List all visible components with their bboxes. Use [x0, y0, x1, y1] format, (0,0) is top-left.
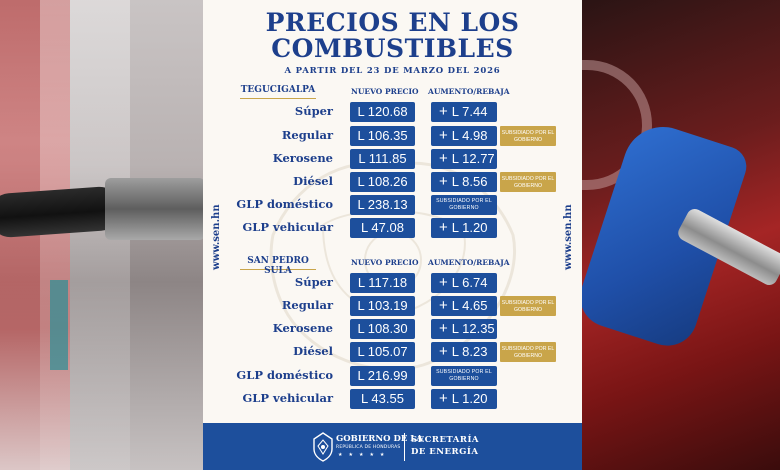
new-price: L 103.19 — [350, 296, 415, 316]
city-heading: SAN PEDRO SULA — [240, 256, 316, 276]
fuel-name: Diésel — [293, 344, 333, 358]
bg-teal-accent — [50, 280, 68, 370]
change-value: L 1.20 — [451, 220, 488, 235]
new-price: L 238.13 — [350, 195, 415, 215]
fuel-name: Regular — [281, 128, 333, 142]
price-row: Diésel L 108.26 + L 8.56 SUBSIDIADO POR E… — [203, 172, 582, 192]
fuel-price-poster: PRECIOS EN LOS COMBUSTIBLES A PARTIR DEL… — [203, 0, 582, 470]
price-row: Diésel L 105.07 + L 8.23 SUBSIDIADO POR E… — [203, 342, 582, 362]
change-value: L 4.98 — [451, 128, 488, 143]
coat-of-arms-icon — [313, 432, 333, 462]
effective-date: A PARTIR DEL 23 DE MARZO DEL 2026 — [284, 66, 501, 76]
price-change: + L 4.98 — [431, 126, 497, 146]
new-price: L 111.85 — [350, 149, 415, 169]
plus-sign: + — [439, 274, 448, 291]
change-value: L 8.23 — [451, 344, 488, 359]
price-change: + L 1.20 — [431, 389, 497, 409]
price-change: + L 8.56 — [431, 172, 497, 192]
plus-sign: + — [439, 390, 448, 407]
fuel-nozzle — [105, 178, 205, 240]
new-price: L 117.18 — [350, 273, 415, 293]
fuel-name: GLP vehicular — [242, 220, 333, 234]
fuel-name: GLP vehicular — [242, 391, 333, 405]
plus-sign: + — [439, 103, 448, 120]
price-row: GLP doméstico L 238.13 SUBSIDIADO POR EL… — [203, 195, 582, 215]
price-change: + L 8.23 — [431, 342, 497, 362]
fuel-name: GLP doméstico — [236, 368, 333, 382]
new-price: L 216.99 — [350, 366, 415, 386]
subsidy-notice: SUBSIDIADO POR EL GOBIERNO — [431, 195, 497, 215]
fuel-name: Súper — [294, 104, 333, 118]
fuel-name: GLP doméstico — [236, 197, 333, 211]
new-price: L 108.30 — [350, 319, 415, 339]
fuel-name: Kerosene — [272, 151, 333, 165]
subsidy-badge: SUBSIDIADO POR EL GOBIERNO — [500, 172, 556, 192]
price-row: Kerosene L 108.30 + L 12.35 — [203, 319, 582, 339]
city-heading: TEGUCIGALPA — [240, 85, 316, 99]
government-name: GOBIERNO DE LA — [336, 434, 423, 444]
price-row: Súper L 120.68 + L 7.44 — [203, 102, 582, 122]
page-title: PRECIOS EN LOS COMBUSTIBLES — [203, 10, 582, 62]
fuel-name: Kerosene — [272, 321, 333, 335]
price-change: + L 12.77 — [431, 149, 497, 169]
price-row: Súper L 117.18 + L 6.74 — [203, 273, 582, 293]
column-header-new-price: NUEVO PRECIO — [351, 87, 419, 96]
plus-sign: + — [439, 297, 448, 314]
subsidy-notice: SUBSIDIADO POR EL GOBIERNO — [431, 366, 497, 386]
change-value: L 4.65 — [451, 298, 488, 313]
footer-banner: GOBIERNO DE LA REPÚBLICA DE HONDURAS ★★★… — [203, 423, 582, 470]
new-price: L 120.68 — [350, 102, 415, 122]
fuel-hose — [0, 185, 122, 239]
column-header-change: AUMENTO/REBAJA — [428, 87, 510, 96]
price-change: + L 1.20 — [431, 218, 497, 238]
footer-divider — [404, 433, 405, 461]
subsidy-badge: SUBSIDIADO POR EL GOBIERNO — [500, 342, 556, 362]
price-row: Kerosene L 111.85 + L 12.77 — [203, 149, 582, 169]
fuel-name: Regular — [281, 298, 333, 312]
ministry-name-line2: DE ENERGÍA — [411, 447, 479, 457]
price-change: + L 12.35 — [431, 319, 497, 339]
change-value: L 8.56 — [451, 174, 488, 189]
new-price: L 105.07 — [350, 342, 415, 362]
price-row: GLP vehicular L 43.55 + L 1.20 — [203, 389, 582, 409]
price-change: + L 6.74 — [431, 273, 497, 293]
plus-sign: + — [439, 173, 448, 190]
plus-sign: + — [439, 219, 448, 236]
price-row: GLP vehicular L 47.08 + L 1.20 — [203, 218, 582, 238]
plus-sign: + — [439, 343, 448, 360]
plus-sign: + — [439, 150, 448, 167]
title-line-2: COMBUSTIBLES — [271, 34, 514, 63]
change-value: L 1.20 — [451, 391, 488, 406]
plus-sign: + — [439, 127, 448, 144]
change-value: L 12.35 — [451, 321, 495, 336]
price-row: Regular L 106.35 + L 4.98 SUBSIDIADO POR … — [203, 126, 582, 146]
background-photo-left — [0, 0, 205, 470]
plus-sign: + — [439, 320, 448, 337]
stars-decoration: ★★★★★ — [338, 452, 391, 458]
subsidy-badge: SUBSIDIADO POR EL GOBIERNO — [500, 126, 556, 146]
fuel-name: Diésel — [293, 174, 333, 188]
fuel-name: Súper — [294, 275, 333, 289]
price-row: GLP doméstico L 216.99 SUBSIDIADO POR EL… — [203, 366, 582, 386]
new-price: L 43.55 — [350, 389, 415, 409]
price-row: Regular L 103.19 + L 4.65 SUBSIDIADO POR … — [203, 296, 582, 316]
column-header-new-price: NUEVO PRECIO — [351, 258, 419, 267]
price-change: + L 7.44 — [431, 102, 497, 122]
new-price: L 47.08 — [350, 218, 415, 238]
new-price: L 108.26 — [350, 172, 415, 192]
ministry-name-line1: SECRETARÍA — [411, 435, 480, 445]
column-header-change: AUMENTO/REBAJA — [428, 258, 510, 267]
background-photo-right — [572, 0, 780, 470]
title-line-1: PRECIOS EN LOS — [265, 8, 520, 37]
price-change: + L 4.65 — [431, 296, 497, 316]
subsidy-badge: SUBSIDIADO POR EL GOBIERNO — [500, 296, 556, 316]
change-value: L 12.77 — [451, 151, 495, 166]
government-subtitle: REPÚBLICA DE HONDURAS — [336, 445, 401, 450]
change-value: L 7.44 — [451, 104, 488, 119]
change-value: L 6.74 — [451, 275, 488, 290]
new-price: L 106.35 — [350, 126, 415, 146]
